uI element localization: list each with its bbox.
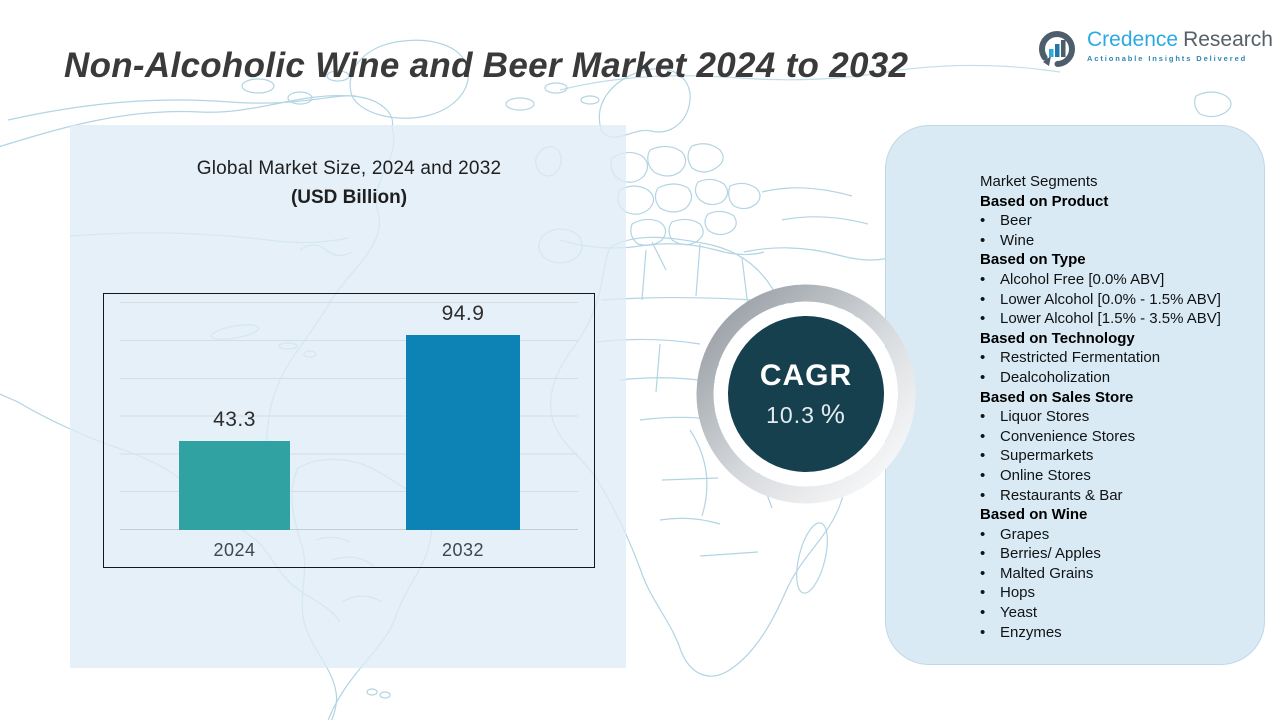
bullet-icon: • — [980, 584, 986, 602]
bar-category-2024: 2024 — [213, 540, 256, 560]
bar-category-2032: 2032 — [441, 540, 485, 560]
bar-2024 — [179, 441, 290, 530]
list-item: • Restricted Fermentation — [980, 349, 1161, 367]
cagr-value: 10.3% — [766, 398, 846, 429]
list-item: • Liquor Stores — [980, 408, 1090, 426]
chart-subtitle: (USD Billion) — [290, 187, 408, 208]
bar-group-2024: 43.3 2024 — [179, 294, 290, 567]
bullet-icon: • — [980, 212, 986, 230]
bullet-icon: • — [980, 270, 986, 288]
chart-x-axis — [120, 529, 578, 530]
list-item: • Online Stores — [980, 466, 1091, 484]
bullet-icon: • — [980, 447, 986, 465]
bullet-icon: • — [980, 290, 986, 308]
bullet-icon: • — [980, 525, 986, 543]
bar-chart-circle-icon — [1035, 28, 1079, 77]
list-item: • Hops — [980, 584, 1036, 602]
bullet-icon: • — [980, 623, 986, 641]
segment-heading-technology: Based on Technology — [980, 329, 1135, 347]
bullet-icon: • — [980, 604, 986, 622]
list-item: • Restaurants & Bar — [980, 486, 1123, 504]
list-item: • Malted Grains — [980, 564, 1094, 582]
bullet-icon: • — [980, 349, 986, 367]
segments-title: Market Segments — [980, 173, 1098, 190]
list-item: • Berries/ Apples — [980, 545, 1101, 563]
bar-value-2024: 43.3 — [213, 408, 256, 432]
segment-heading-wine: Based on Wine — [980, 506, 1088, 524]
bullet-icon: • — [980, 466, 986, 484]
list-item: • Beer — [980, 212, 1032, 230]
cagr-badge: CAGR 10.3% — [728, 316, 884, 472]
list-item: • Lower Alcohol [1.5% - 3.5% ABV] — [980, 310, 1221, 328]
list-item: • Alcohol Free [0.0% ABV] — [980, 270, 1165, 288]
bullet-icon: • — [980, 408, 986, 426]
market-segments-panel: Market Segments Based on Product • Beer •… — [885, 125, 1265, 665]
page-title: Non-Alcoholic Wine and Beer Market 2024 … — [64, 46, 909, 86]
list-item: • Supermarkets — [980, 447, 1094, 465]
brand-tagline: Actionable Insights Delivered — [1087, 54, 1248, 63]
segment-heading-sales-store: Based on Sales Store — [980, 388, 1134, 406]
bar-group-2032: 94.9 2032 — [406, 294, 520, 567]
bullet-icon: • — [980, 545, 986, 563]
segment-heading-product: Based on Product — [980, 192, 1109, 210]
bar-value-2032: 94.9 — [441, 302, 485, 326]
bullet-icon: • — [980, 310, 986, 328]
bullet-icon: • — [980, 231, 986, 249]
list-item: • Grapes — [980, 525, 1050, 543]
bullet-icon: • — [980, 427, 986, 445]
bullet-icon: • — [980, 368, 986, 386]
list-item: • Convenience Stores — [980, 427, 1136, 445]
list-item: • Lower Alcohol [0.0% - 1.5% ABV] — [980, 290, 1221, 308]
chart-title: Global Market Size, 2024 and 2032 — [196, 158, 502, 179]
list-item: • Enzymes — [980, 623, 1062, 641]
list-item: • Wine — [980, 231, 1035, 249]
brand-logo[interactable]: Credence Research Actionable Insights Del… — [1035, 28, 1273, 77]
segment-heading-type: Based on Type — [980, 251, 1086, 269]
chart-heading: Global Market Size, 2024 and 2032 (USD B… — [103, 158, 595, 209]
bar-2032 — [406, 335, 520, 530]
brand-name: Credence Research — [1087, 28, 1273, 51]
cagr-label: CAGR — [759, 358, 853, 392]
bar-chart: 43.3 2024 94.9 2032 — [103, 293, 595, 568]
percent-sign: % — [820, 398, 846, 429]
list-item: • Dealcoholization — [980, 368, 1111, 386]
bullet-icon: • — [980, 564, 986, 582]
bullet-icon: • — [980, 486, 986, 504]
list-item: • Yeast — [980, 604, 1037, 622]
